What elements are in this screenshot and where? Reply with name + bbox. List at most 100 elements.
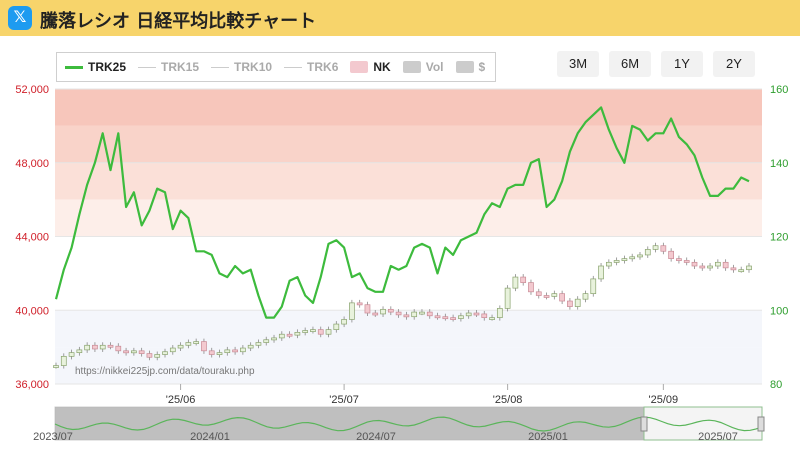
nikkei-candle-87 [730, 267, 737, 271]
right-tick-0: 80 [770, 379, 782, 391]
x-tick-1: '25/07 [329, 394, 359, 406]
legend-item-trk6[interactable]: TRK6 [284, 60, 338, 74]
navigator-label-3: 2025/01 [528, 431, 568, 443]
left-tick-0: 36,000 [15, 379, 49, 391]
nikkei-candle-10 [131, 350, 137, 354]
range-button-3m[interactable]: 3M [557, 51, 599, 77]
range-selector: 3M 6M 1Y 2Y [557, 51, 755, 77]
left-tick-1: 40,000 [15, 305, 49, 317]
nikkei-candle-44 [395, 311, 402, 316]
nikkei-candle-51 [450, 317, 456, 320]
nikkei-candle-49 [434, 315, 441, 319]
nikkei-candle-25 [247, 344, 254, 349]
nikkei-candle-61 [528, 282, 534, 293]
legend-label-usd: $ [478, 60, 486, 74]
left-tick-3: 48,000 [15, 158, 49, 170]
nikkei-candle-12 [146, 353, 153, 358]
legend-swatch-trk10 [211, 66, 230, 68]
legend-label-vol: Vol [425, 60, 444, 74]
legend-label-trk25: TRK25 [88, 60, 127, 74]
nikkei-candle-60 [520, 276, 527, 283]
legend-swatch-trk25 [65, 65, 83, 69]
nikkei-candle-20 [208, 350, 215, 355]
nikkei-candle-0 [53, 365, 59, 368]
nikkei-candle-39 [356, 302, 363, 306]
legend-item-trk15[interactable]: TRK15 [138, 60, 199, 74]
legend-swatch-trk6 [284, 66, 303, 68]
nikkei-candle-32 [302, 330, 309, 333]
nikkei-candle-3 [76, 349, 83, 354]
zone-band-2 [55, 162, 762, 200]
left-axis-ticks: 36,000 40,000 44,000 48,000 52,000 [15, 84, 49, 391]
nikkei-candle-74 [629, 256, 636, 260]
nikkei-candle-68 [582, 293, 589, 300]
nikkei-candle-33 [310, 329, 316, 332]
navigator-label-4: 2025/07 [698, 431, 738, 443]
nikkei-candle-65 [559, 293, 565, 302]
chart-legend: TRK25 TRK15 TRK10 TRK6 NK Vol $ [56, 52, 496, 82]
nikkei-candle-58 [504, 287, 511, 309]
nikkei-candle-16 [177, 344, 184, 349]
nikkei-candle-14 [162, 351, 168, 355]
legend-item-trk10[interactable]: TRK10 [211, 60, 272, 74]
legend-item-vol[interactable]: Vol [402, 60, 444, 74]
nikkei-candle-81 [683, 260, 690, 263]
nikkei-candle-71 [605, 261, 612, 267]
range-button-6m[interactable]: 6M [609, 51, 651, 77]
nikkei-candle-37 [341, 319, 347, 325]
nikkei-candle-86 [722, 261, 729, 269]
right-tick-3: 140 [770, 158, 788, 170]
zone-band-0 [55, 89, 762, 126]
nikkei-candle-53 [465, 312, 472, 317]
nikkei-candle-41 [372, 312, 379, 316]
nikkei-candle-50 [442, 316, 449, 320]
legend-swatch-vol [402, 61, 421, 73]
nikkei-candle-45 [403, 314, 410, 318]
legend-label-trk15: TRK15 [161, 60, 200, 74]
nikkei-candle-29 [278, 333, 285, 339]
nikkei-candle-13 [154, 354, 161, 358]
nikkei-candle-62 [535, 291, 542, 296]
nikkei-candle-57 [496, 308, 503, 318]
nikkei-series [53, 242, 752, 369]
navigator-mask [55, 407, 644, 440]
legend-item-trk25[interactable]: TRK25 [65, 60, 126, 74]
nikkei-candle-11 [138, 350, 145, 354]
x-tick-2: '25/08 [493, 394, 523, 406]
legend-label-nk: NK [373, 60, 391, 74]
nikkei-candle-7 [107, 344, 114, 348]
navigator-label-2: 2024/07 [356, 431, 396, 443]
x-tick-0: '25/06 [166, 394, 196, 406]
nikkei-candle-82 [691, 261, 698, 267]
zone-band-1 [55, 125, 762, 163]
legend-swatch-trk15 [138, 66, 157, 68]
nikkei-candle-9 [123, 350, 129, 354]
nikkei-candle-2 [68, 352, 75, 357]
nikkei-candle-17 [185, 342, 192, 346]
navigator-handle-left [640, 416, 648, 432]
navigator-label-0: 2023/07 [33, 431, 73, 443]
nikkei-candle-1 [60, 355, 67, 366]
nikkei-candle-56 [489, 317, 495, 320]
legend-item-nk[interactable]: NK [350, 60, 391, 74]
right-tick-2: 120 [770, 232, 788, 244]
trk25-line [54, 106, 750, 319]
nikkei-candle-84 [707, 265, 713, 269]
nikkei-candle-85 [715, 261, 721, 267]
nikkei-candle-77 [652, 245, 659, 250]
nikkei-candle-79 [668, 250, 674, 259]
legend-item-usd[interactable]: $ [455, 60, 486, 74]
grid-lines [55, 88, 762, 385]
navigator-handle-right [757, 416, 765, 432]
nikkei-candle-38 [349, 302, 355, 320]
range-button-1y[interactable]: 1Y [661, 51, 703, 77]
nikkei-candle-67 [574, 298, 581, 307]
nikkei-candle-18 [193, 341, 200, 344]
range-button-2y[interactable]: 2Y [713, 51, 755, 77]
x-logo-icon[interactable]: 𝕏 [8, 6, 32, 30]
nikkei-candle-31 [294, 332, 301, 336]
nikkei-candle-69 [590, 278, 597, 295]
nikkei-candle-75 [637, 254, 643, 258]
nikkei-candle-30 [286, 333, 293, 337]
navigator-bar[interactable]: 2023/07 2024/01 2024/07 2025/01 2025/07 [33, 406, 765, 443]
